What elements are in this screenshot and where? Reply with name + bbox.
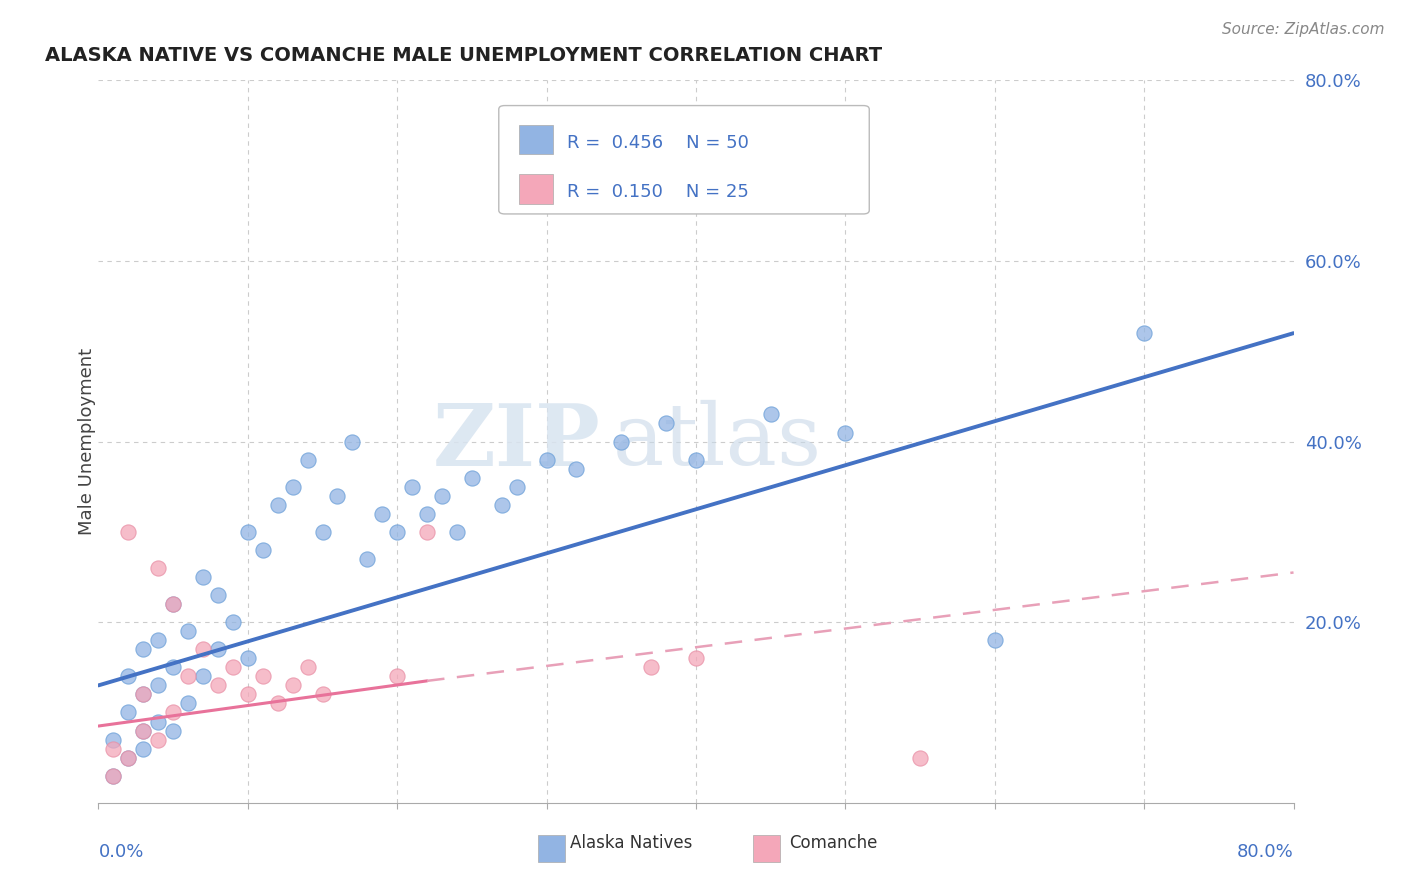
Point [430, 489, 453, 503]
FancyBboxPatch shape [538, 835, 565, 862]
Point [1133, 326, 1156, 340]
Point [162, 706, 184, 720]
Point [446, 524, 468, 539]
Point [148, 732, 170, 747]
Point [610, 434, 633, 449]
Text: R =  0.456    N = 50: R = 0.456 N = 50 [567, 134, 749, 152]
Text: R =  0.150    N = 25: R = 0.150 N = 25 [567, 183, 749, 201]
Point [162, 723, 184, 738]
Point [162, 597, 184, 611]
Point [267, 498, 290, 512]
Point [132, 741, 155, 756]
Point [297, 452, 319, 467]
Text: 0.0%: 0.0% [98, 843, 143, 861]
Point [252, 669, 274, 683]
Text: Alaska Natives: Alaska Natives [571, 833, 693, 852]
Point [536, 452, 558, 467]
Point [461, 471, 484, 485]
Point [103, 769, 125, 783]
Point [908, 750, 931, 764]
Point [281, 678, 304, 692]
Point [103, 732, 125, 747]
Point [132, 642, 155, 657]
Point [311, 524, 333, 539]
Point [117, 750, 139, 764]
Point [148, 714, 170, 729]
Point [236, 651, 259, 665]
Point [207, 642, 229, 657]
FancyBboxPatch shape [754, 835, 780, 862]
Point [236, 524, 259, 539]
Point [132, 687, 155, 701]
Point [385, 669, 409, 683]
Point [177, 669, 200, 683]
Point [132, 723, 155, 738]
FancyBboxPatch shape [519, 174, 553, 204]
Text: 80.0%: 80.0% [1237, 843, 1294, 861]
Point [117, 750, 139, 764]
Point [834, 425, 856, 440]
Point [252, 542, 274, 557]
Text: Source: ZipAtlas.com: Source: ZipAtlas.com [1222, 22, 1385, 37]
Text: Comanche: Comanche [789, 833, 877, 852]
Point [117, 524, 139, 539]
Point [222, 660, 245, 674]
Point [191, 669, 214, 683]
Point [685, 651, 707, 665]
Text: ALASKA NATIVE VS COMANCHE MALE UNEMPLOYMENT CORRELATION CHART: ALASKA NATIVE VS COMANCHE MALE UNEMPLOYM… [45, 45, 882, 65]
Point [132, 687, 155, 701]
Point [506, 480, 529, 494]
Point [371, 507, 394, 521]
Point [117, 706, 139, 720]
Point [759, 408, 782, 422]
Point [401, 480, 423, 494]
Point [117, 669, 139, 683]
Point [191, 570, 214, 584]
Point [162, 597, 184, 611]
Point [148, 633, 170, 648]
Point [236, 687, 259, 701]
Point [984, 633, 1007, 648]
Point [132, 723, 155, 738]
Point [356, 552, 378, 566]
Point [385, 524, 409, 539]
FancyBboxPatch shape [519, 125, 553, 154]
Point [207, 588, 229, 602]
Point [103, 769, 125, 783]
Y-axis label: Male Unemployment: Male Unemployment [79, 348, 96, 535]
Point [148, 678, 170, 692]
Point [177, 697, 200, 711]
Point [565, 461, 588, 475]
Point [416, 507, 439, 521]
Point [491, 498, 513, 512]
Point [103, 741, 125, 756]
Point [685, 452, 707, 467]
Point [207, 678, 229, 692]
Point [191, 642, 214, 657]
Point [640, 660, 662, 674]
Point [416, 524, 439, 539]
Point [326, 489, 349, 503]
Point [342, 434, 364, 449]
Point [311, 687, 333, 701]
FancyBboxPatch shape [499, 105, 869, 214]
Point [222, 615, 245, 630]
Point [177, 624, 200, 639]
Point [297, 660, 319, 674]
Point [281, 480, 304, 494]
Text: ZIP: ZIP [433, 400, 600, 483]
Point [267, 697, 290, 711]
Point [148, 561, 170, 575]
Point [655, 417, 678, 431]
Point [162, 660, 184, 674]
Text: atlas: atlas [613, 400, 821, 483]
